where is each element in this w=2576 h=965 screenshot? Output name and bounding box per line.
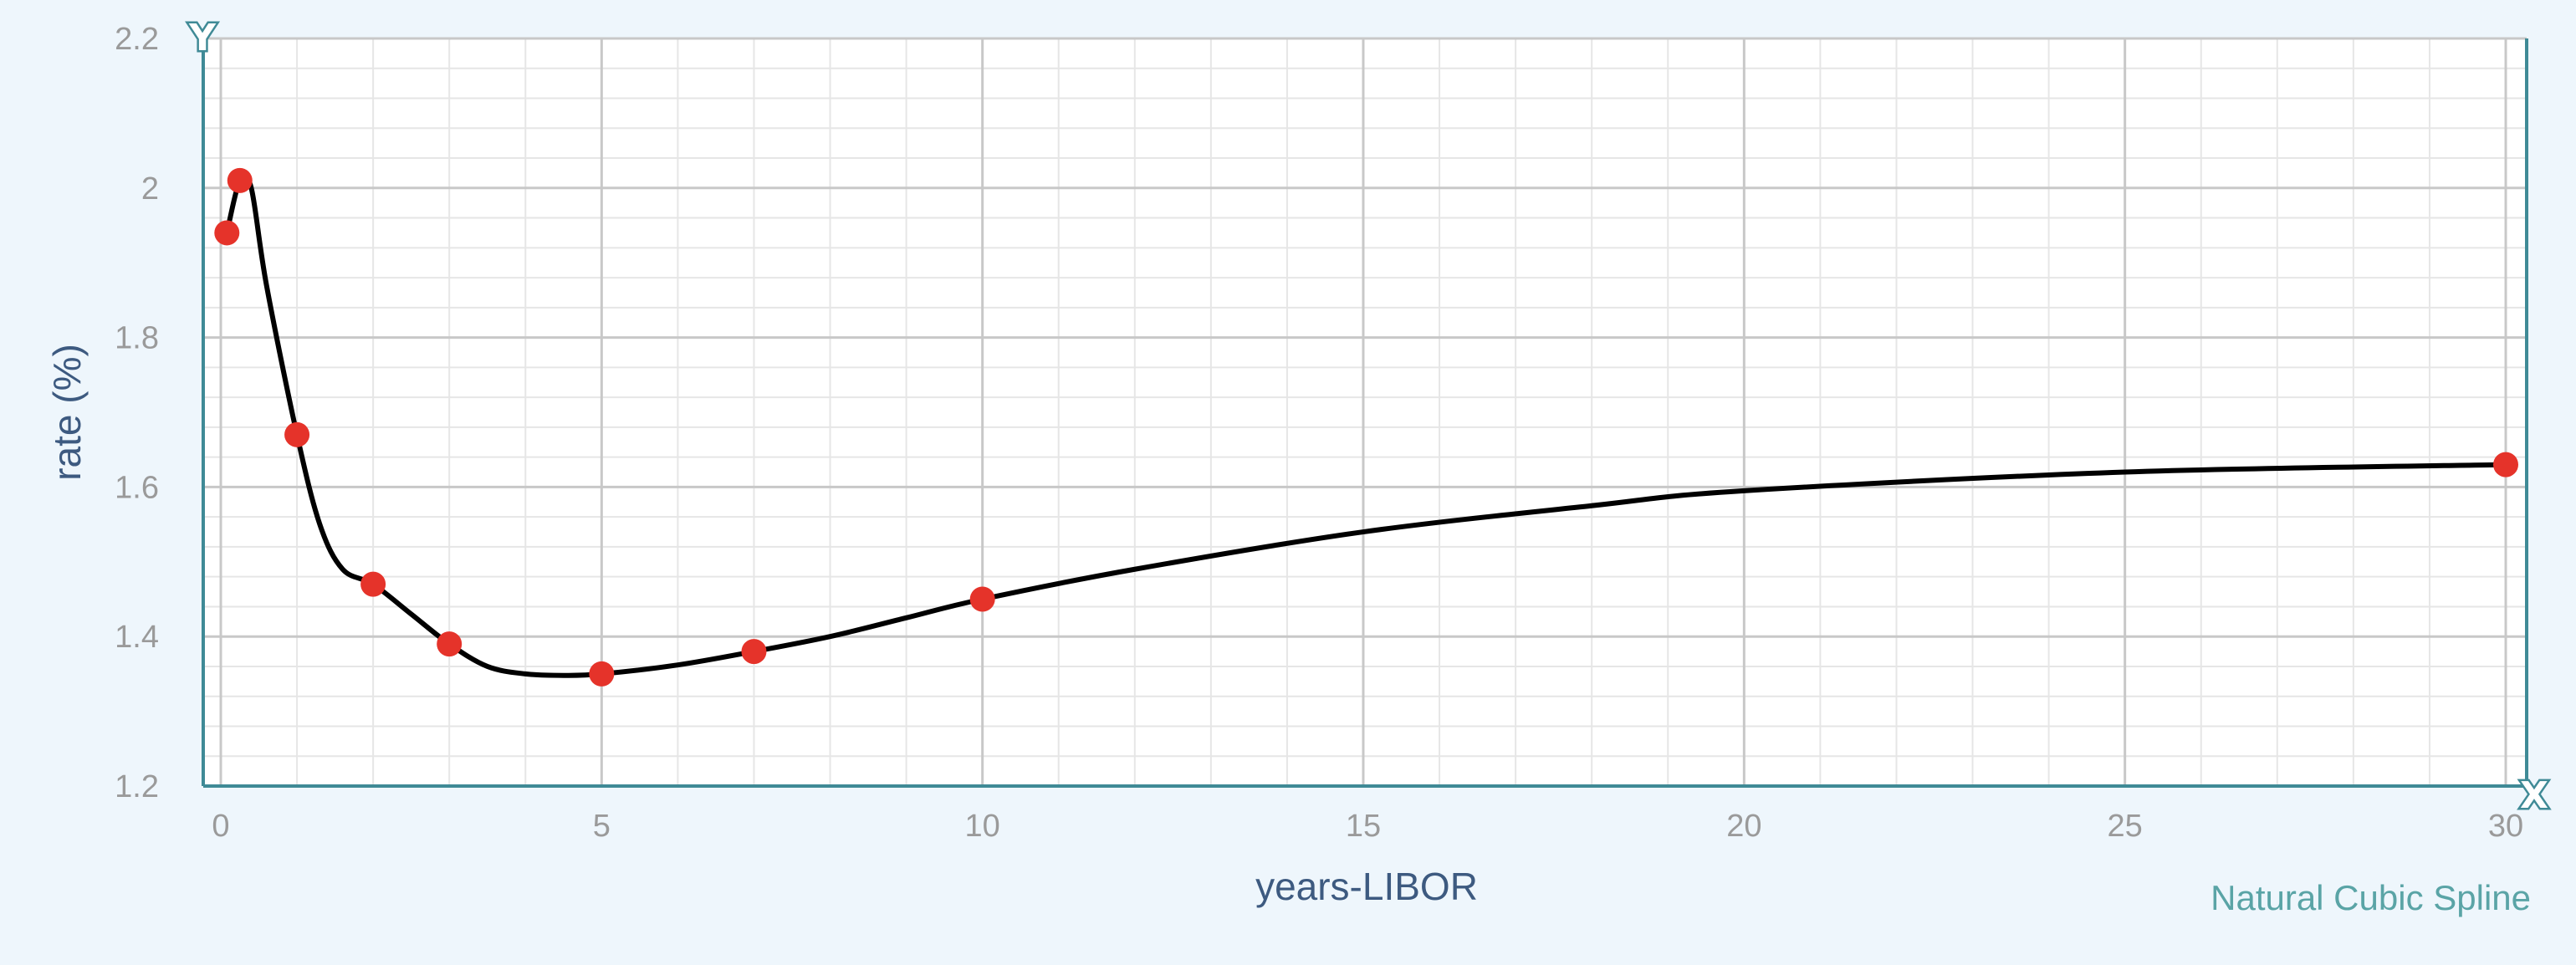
x-tick-label: 10 — [965, 809, 1000, 844]
x-tick-label: 15 — [1346, 809, 1381, 844]
y-tick-label: 1.4 — [115, 620, 159, 655]
x-axis-title: years-LIBOR — [1255, 865, 1478, 908]
x-tick-label: 0 — [212, 809, 229, 844]
x-tick-labels: 0 5 10 15 20 25 30 — [212, 809, 2523, 844]
x-axis-marker: X — [2520, 774, 2548, 817]
data-point — [214, 220, 240, 246]
data-point — [969, 586, 995, 612]
data-point — [227, 167, 253, 193]
y-axis-marker: Y — [188, 17, 217, 59]
y-tick-label: 2.2 — [115, 22, 159, 57]
interpolation-method-label: Natural Cubic Spline — [2211, 878, 2531, 917]
data-points — [214, 167, 2518, 687]
plot-area — [203, 38, 2527, 786]
x-tick-label: 5 — [593, 809, 611, 844]
data-point — [741, 639, 767, 665]
data-point — [589, 661, 615, 687]
y-tick-label: 1.2 — [115, 769, 159, 804]
data-point — [437, 631, 463, 657]
plot-frame — [202, 37, 2528, 788]
y-tick-labels: 1.2 1.4 1.6 1.8 2 2.2 — [115, 22, 159, 804]
data-point — [360, 571, 386, 597]
y-tick-label: 1.8 — [115, 321, 159, 356]
spline-curve — [224, 172, 2507, 678]
y-tick-label: 2 — [141, 171, 159, 207]
x-tick-label: 30 — [2488, 809, 2523, 844]
x-tick-label: 20 — [1726, 809, 1761, 844]
x-tick-label: 25 — [2108, 809, 2143, 844]
data-point — [2493, 452, 2518, 477]
y-tick-label: 1.6 — [115, 470, 159, 505]
y-axis-title: rate (%) — [45, 344, 89, 481]
data-point — [284, 421, 310, 447]
